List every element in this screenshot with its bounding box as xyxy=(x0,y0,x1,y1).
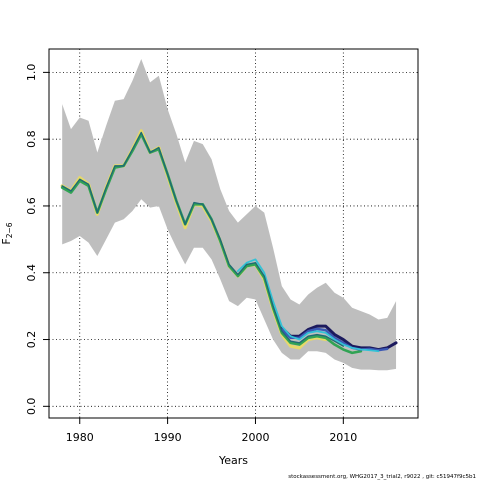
y-tick-label-0.6: 0.6 xyxy=(25,197,38,215)
series-line-4 xyxy=(280,327,389,352)
y-tick-label-0.8: 0.8 xyxy=(25,130,38,148)
x-tick-label-1990: 1990 xyxy=(154,431,182,444)
confidence-band xyxy=(62,59,397,371)
series-lines xyxy=(60,129,398,355)
y-tick-label-0.2: 0.2 xyxy=(25,331,38,349)
y-tick-label-0.0: 0.0 xyxy=(25,398,38,416)
y-tick-label-1.0: 1.0 xyxy=(25,64,38,82)
x-tick-label-1980: 1980 xyxy=(66,431,94,444)
x-axis-title: Years xyxy=(218,454,248,467)
y-axis-title-subscript: 2−6 xyxy=(5,222,14,238)
y-axis-title-main: F xyxy=(0,238,13,244)
plot-frame xyxy=(48,48,419,419)
x-tick-label-2000: 2000 xyxy=(241,431,269,444)
y-tick-label-0.4: 0.4 xyxy=(25,264,38,282)
x-axis: 1980 1990 2000 2010 xyxy=(66,418,357,444)
x-tick-label-2010: 2010 xyxy=(329,431,357,444)
series-line-6 xyxy=(61,131,345,347)
y-axis-title: F2−6 xyxy=(0,222,14,244)
series-line-5 xyxy=(236,258,380,353)
footer-note: stockassessment.org, WHG2017_3_trial2, r… xyxy=(288,474,476,480)
y-axis: 0.0 0.2 0.4 0.6 0.8 1.0 xyxy=(25,64,49,415)
